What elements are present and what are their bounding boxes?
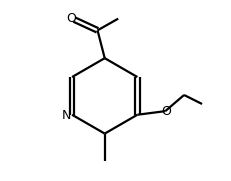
Text: N: N xyxy=(62,109,71,122)
Text: O: O xyxy=(161,105,171,118)
Text: O: O xyxy=(66,12,76,25)
